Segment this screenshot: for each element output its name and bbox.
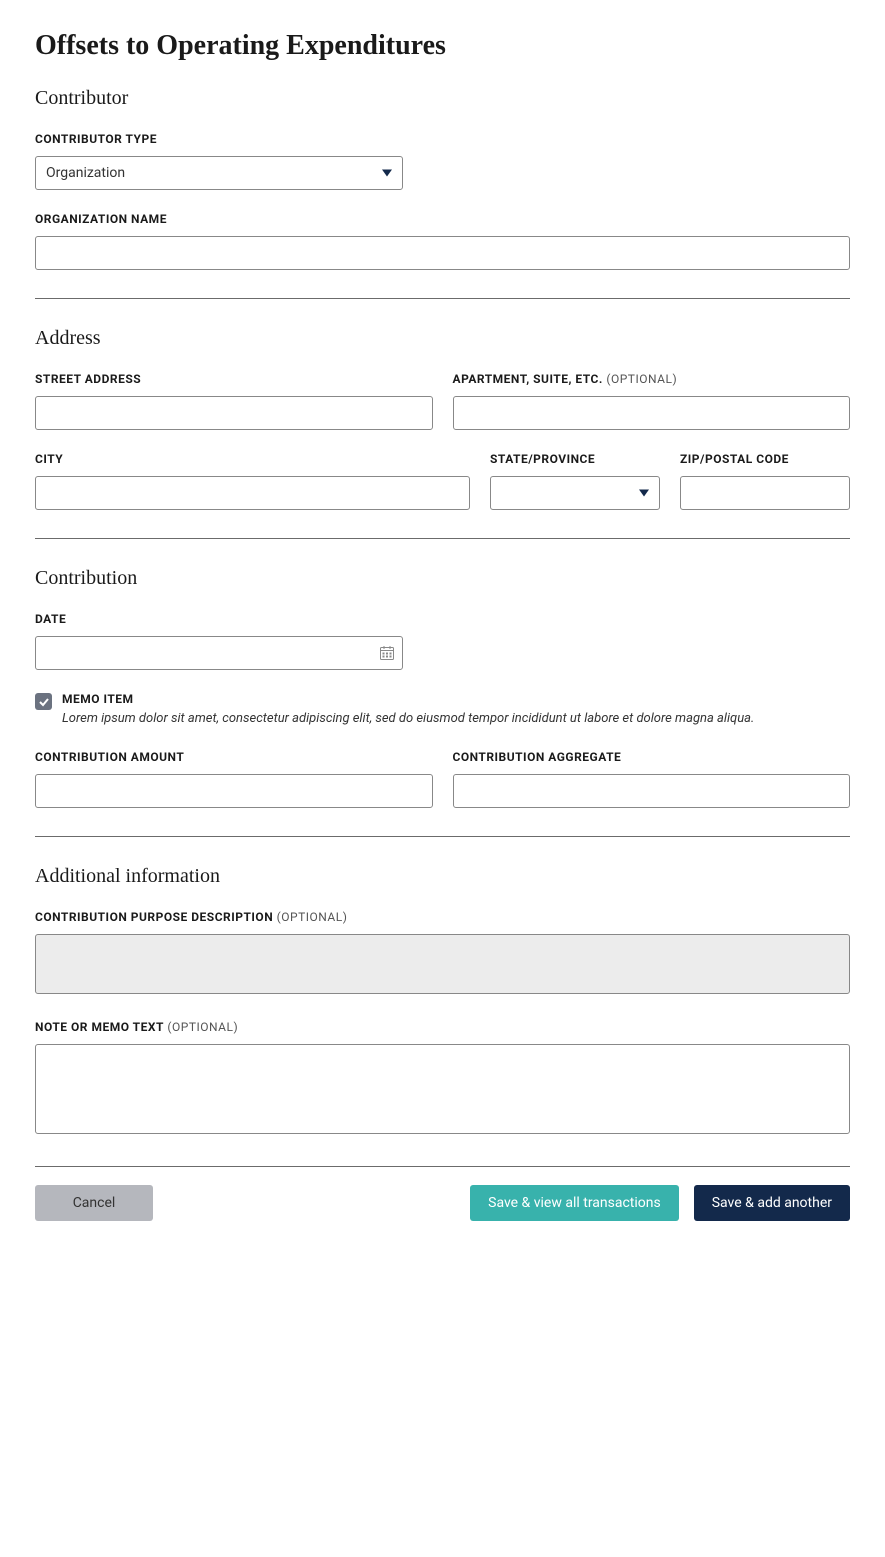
date-label: DATE (35, 612, 850, 626)
memo-item-row: MEMO ITEM Lorem ipsum dolor sit amet, co… (35, 692, 850, 728)
apt-label-text: APARTMENT, SUITE, ETC. (453, 372, 603, 386)
apt-label: APARTMENT, SUITE, ETC. (OPTIONAL) (453, 372, 851, 386)
chevron-down-icon (639, 490, 649, 497)
contribution-heading: Contribution (35, 567, 850, 590)
amount-input[interactable] (35, 774, 433, 808)
note-textarea[interactable] (35, 1044, 850, 1134)
button-row: Cancel Save & view all transactions Save… (35, 1185, 850, 1221)
purpose-label-text: CONTRIBUTION PURPOSE DESCRIPTION (35, 910, 273, 924)
contributor-type-select[interactable]: Organization (35, 156, 403, 190)
save-add-button[interactable]: Save & add another (694, 1185, 850, 1221)
aggregate-input (453, 774, 851, 808)
contributor-heading: Contributor (35, 87, 850, 110)
street-input[interactable] (35, 396, 433, 430)
apt-input[interactable] (453, 396, 851, 430)
check-icon (38, 696, 50, 708)
amount-label: CONTRIBUTION AMOUNT (35, 750, 433, 764)
page-title: Offsets to Operating Expenditures (35, 30, 850, 62)
note-label: NOTE OR MEMO TEXT (OPTIONAL) (35, 1020, 850, 1034)
contribution-section: Contribution DATE MEMO ITEM Lo (35, 567, 850, 837)
apt-optional-text: (OPTIONAL) (603, 372, 677, 386)
save-view-button[interactable]: Save & view all transactions (470, 1185, 679, 1221)
org-name-input[interactable] (35, 236, 850, 270)
address-section: Address STREET ADDRESS APARTMENT, SUITE,… (35, 327, 850, 539)
contributor-type-value: Organization (46, 165, 125, 181)
city-label: CITY (35, 452, 470, 466)
zip-input[interactable] (680, 476, 850, 510)
memo-checkbox[interactable] (35, 693, 52, 710)
street-label: STREET ADDRESS (35, 372, 433, 386)
purpose-textarea[interactable] (35, 934, 850, 994)
org-name-label: ORGANIZATION NAME (35, 212, 850, 226)
purpose-label: CONTRIBUTION PURPOSE DESCRIPTION (OPTION… (35, 910, 850, 924)
contributor-type-label: CONTRIBUTOR TYPE (35, 132, 850, 146)
zip-label: ZIP/POSTAL CODE (680, 452, 850, 466)
additional-heading: Additional information (35, 865, 850, 888)
note-optional-text: (OPTIONAL) (164, 1020, 238, 1034)
additional-section: Additional information CONTRIBUTION PURP… (35, 865, 850, 1167)
state-select[interactable] (490, 476, 660, 510)
state-label: STATE/PROVINCE (490, 452, 660, 466)
address-heading: Address (35, 327, 850, 350)
memo-label: MEMO ITEM (62, 692, 754, 706)
cancel-button[interactable]: Cancel (35, 1185, 153, 1221)
memo-description: Lorem ipsum dolor sit amet, consectetur … (62, 710, 754, 728)
note-label-text: NOTE OR MEMO TEXT (35, 1020, 164, 1034)
contributor-section: Contributor CONTRIBUTOR TYPE Organizatio… (35, 87, 850, 299)
chevron-down-icon (382, 170, 392, 177)
purpose-optional-text: (OPTIONAL) (273, 910, 347, 924)
aggregate-label: CONTRIBUTION AGGREGATE (453, 750, 851, 764)
city-input[interactable] (35, 476, 470, 510)
date-input[interactable] (35, 636, 403, 670)
